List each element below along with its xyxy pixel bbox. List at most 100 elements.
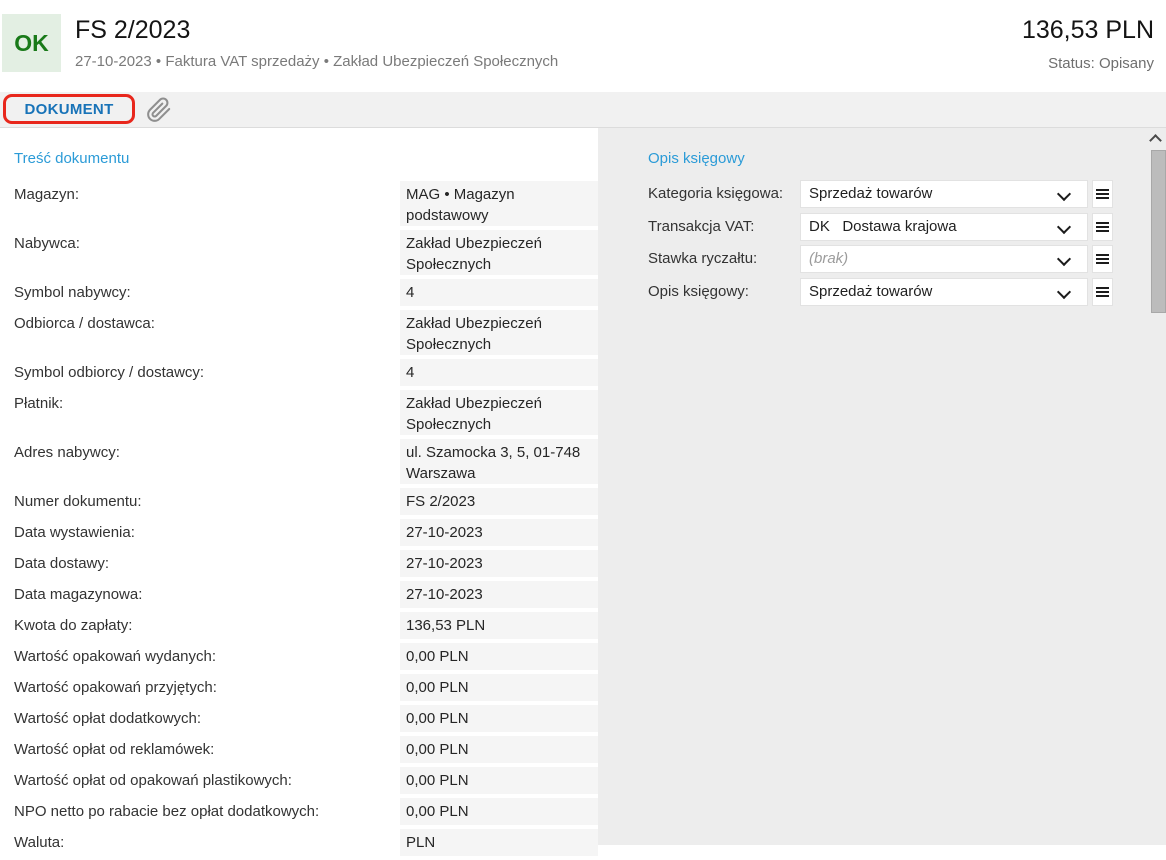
hamburger-icon	[1096, 193, 1109, 195]
page-subtitle: 27-10-2023 • Faktura VAT sprzedaży • Zak…	[75, 53, 559, 70]
dropdown-transakcja-vat[interactable]: DK Dostawa krajowa	[800, 212, 1088, 241]
document-content: Treść dokumentu Magazyn: MAG • Magazyn po…	[0, 128, 1166, 856]
field-label: Data magazynowa:	[14, 586, 143, 603]
dropdown-opis-ksiegowy[interactable]: Sprzedaż towarów	[800, 277, 1088, 306]
row-menu-button-transakcja-vat[interactable]	[1092, 212, 1113, 241]
dropdown-row: Kategoria księgowa: Sprzedaż towarów	[648, 180, 1114, 208]
field-label: Numer dokumentu:	[14, 493, 142, 510]
field-row: Wartość opłat od reklamówek: 0,00 PLN	[0, 736, 598, 763]
field-label: NPO netto po rabacie bez opłat dodatkowy…	[14, 803, 320, 820]
field-row: Data wystawienia: 27-10-2023	[0, 519, 598, 546]
field-label: Stawka ryczałtu:	[648, 250, 758, 267]
field-label: Wartość opłat od opakowań plastikowych:	[14, 772, 292, 789]
field-label: Data wystawienia:	[14, 524, 135, 541]
scrollbar-thumb[interactable]	[1151, 150, 1166, 313]
field-row: Data dostawy: 27-10-2023	[0, 550, 598, 577]
field-row: Wartość opakowań przyjętych: 0,00 PLN	[0, 674, 598, 701]
status-badge: OK	[2, 14, 61, 72]
dropdown-row: Opis księgowy: Sprzedaż towarów	[648, 277, 1114, 306]
right-rows: Kategoria księgowa: Sprzedaż towarów Trans…	[648, 180, 1114, 310]
field-value: 4	[400, 279, 598, 306]
field-value: 27-10-2023	[400, 519, 598, 546]
field-label: Kwota do zapłaty:	[14, 617, 133, 634]
field-row: Płatnik: Zakład Ubezpieczeń Społecznych	[0, 390, 598, 435]
field-value: 0,00 PLN	[400, 736, 598, 763]
field-label: Wartość opakowań przyjętych:	[14, 679, 217, 696]
row-menu-button-kategoria-ksiegowa[interactable]	[1092, 180, 1113, 208]
chevron-down-icon	[1056, 284, 1072, 299]
tab-strip: DOKUMENT	[0, 92, 1166, 128]
field-row: Symbol nabywcy: 4	[0, 279, 598, 306]
field-value: 0,00 PLN	[400, 798, 598, 825]
field-row: Magazyn: MAG • Magazyn podstawowy	[0, 181, 598, 226]
field-value: 0,00 PLN	[400, 643, 598, 670]
field-row: Odbiorca / dostawca: Zakład Ubezpieczeń S…	[0, 310, 598, 355]
hamburger-icon	[1096, 221, 1109, 224]
hamburger-icon	[1096, 258, 1109, 260]
field-value: MAG • Magazyn podstawowy	[400, 181, 598, 226]
field-row: NPO netto po rabacie bez opłat dodatkowy…	[0, 798, 598, 825]
status-text: Status: Opisany	[1048, 55, 1154, 72]
dropdown-row: Stawka ryczałtu: (brak)	[648, 245, 1114, 273]
scrollbar-up-button[interactable]	[1146, 131, 1164, 147]
document-fields-panel: Treść dokumentu Magazyn: MAG • Magazyn po…	[0, 128, 598, 856]
dropdown-row: Transakcja VAT: DK Dostawa krajowa	[648, 212, 1114, 241]
field-row: Waluta: PLN	[0, 829, 598, 856]
field-value: 136,53 PLN	[400, 612, 598, 639]
hamburger-icon	[1096, 225, 1109, 228]
field-value: Zakład Ubezpieczeń Społecznych	[400, 390, 598, 435]
left-rows: Magazyn: MAG • Magazyn podstawowy Nabywca:…	[0, 181, 598, 860]
field-label: Symbol odbiorcy / dostawcy:	[14, 364, 205, 381]
field-value: 27-10-2023	[400, 550, 598, 577]
field-row: Data magazynowa: 27-10-2023	[0, 581, 598, 608]
dropdown-stawka-ryczaltu[interactable]: (brak)	[800, 245, 1088, 273]
dropdown-value: Sprzedaż towarów	[809, 282, 933, 300]
field-label: Waluta:	[14, 834, 65, 851]
field-label: Wartość opłat dodatkowych:	[14, 710, 202, 727]
field-row: Kwota do zapłaty: 136,53 PLN	[0, 612, 598, 639]
field-value: 0,00 PLN	[400, 767, 598, 794]
hamburger-icon	[1096, 290, 1109, 293]
field-label: Adres nabywcy:	[14, 444, 120, 461]
field-value: 27-10-2023	[400, 581, 598, 608]
chevron-down-icon	[1056, 219, 1072, 234]
field-label: Odbiorca / dostawca:	[14, 315, 155, 332]
hamburger-icon	[1096, 197, 1109, 199]
document-header: OK FS 2/2023 27-10-2023 • Faktura VAT sp…	[0, 0, 1166, 92]
field-row: Symbol odbiorcy / dostawcy: 4	[0, 359, 598, 386]
row-menu-button-opis-ksiegowy[interactable]	[1092, 277, 1113, 306]
tab-dokument[interactable]: DOKUMENT	[24, 100, 114, 118]
field-value: Zakład Ubezpieczeń Społecznych	[400, 230, 598, 275]
field-row: Wartość opłat dodatkowych: 0,00 PLN	[0, 705, 598, 732]
field-label: Kategoria księgowa:	[648, 185, 784, 202]
chevron-down-icon	[1056, 186, 1072, 202]
page-title: FS 2/2023	[75, 16, 191, 44]
section-title-opis-ksiegowy: Opis księgowy	[648, 150, 745, 167]
dropdown-value: (brak)	[809, 250, 849, 267]
field-label: Symbol nabywcy:	[14, 284, 131, 301]
hamburger-icon	[1096, 294, 1109, 297]
paperclip-icon	[146, 97, 172, 127]
field-row: Numer dokumentu: FS 2/2023	[0, 488, 598, 515]
dropdown-value: Sprzedaż towarów	[809, 185, 933, 202]
dropdown-value: DK Dostawa krajowa	[809, 217, 957, 235]
field-label: Data dostawy:	[14, 555, 110, 572]
field-value: PLN	[400, 829, 598, 856]
attachments-button[interactable]	[146, 97, 172, 123]
field-label: Wartość opłat od reklamówek:	[14, 741, 215, 758]
field-value: 4	[400, 359, 598, 386]
field-label: Wartość opakowań wydanych:	[14, 648, 217, 665]
field-label: Nabywca:	[14, 235, 80, 252]
field-value: 0,00 PLN	[400, 705, 598, 732]
dropdown-kategoria-ksiegowa[interactable]: Sprzedaż towarów	[800, 180, 1088, 208]
field-row: Wartość opakowań wydanych: 0,00 PLN	[0, 643, 598, 670]
hamburger-icon	[1096, 254, 1109, 256]
section-title-tresc-dokumentu: Treść dokumentu	[14, 150, 130, 167]
dokument-tab-highlight: DOKUMENT	[3, 94, 135, 124]
field-value: Zakład Ubezpieczeń Społecznych	[400, 310, 598, 355]
document-amount: 136,53 PLN	[1021, 16, 1154, 44]
field-label: Opis księgowy:	[648, 282, 749, 300]
chevron-up-icon	[1148, 134, 1162, 147]
row-menu-button-stawka-ryczaltu[interactable]	[1092, 245, 1113, 273]
field-row: Adres nabywcy: ul. Szamocka 3, 5, 01-748 …	[0, 439, 598, 484]
